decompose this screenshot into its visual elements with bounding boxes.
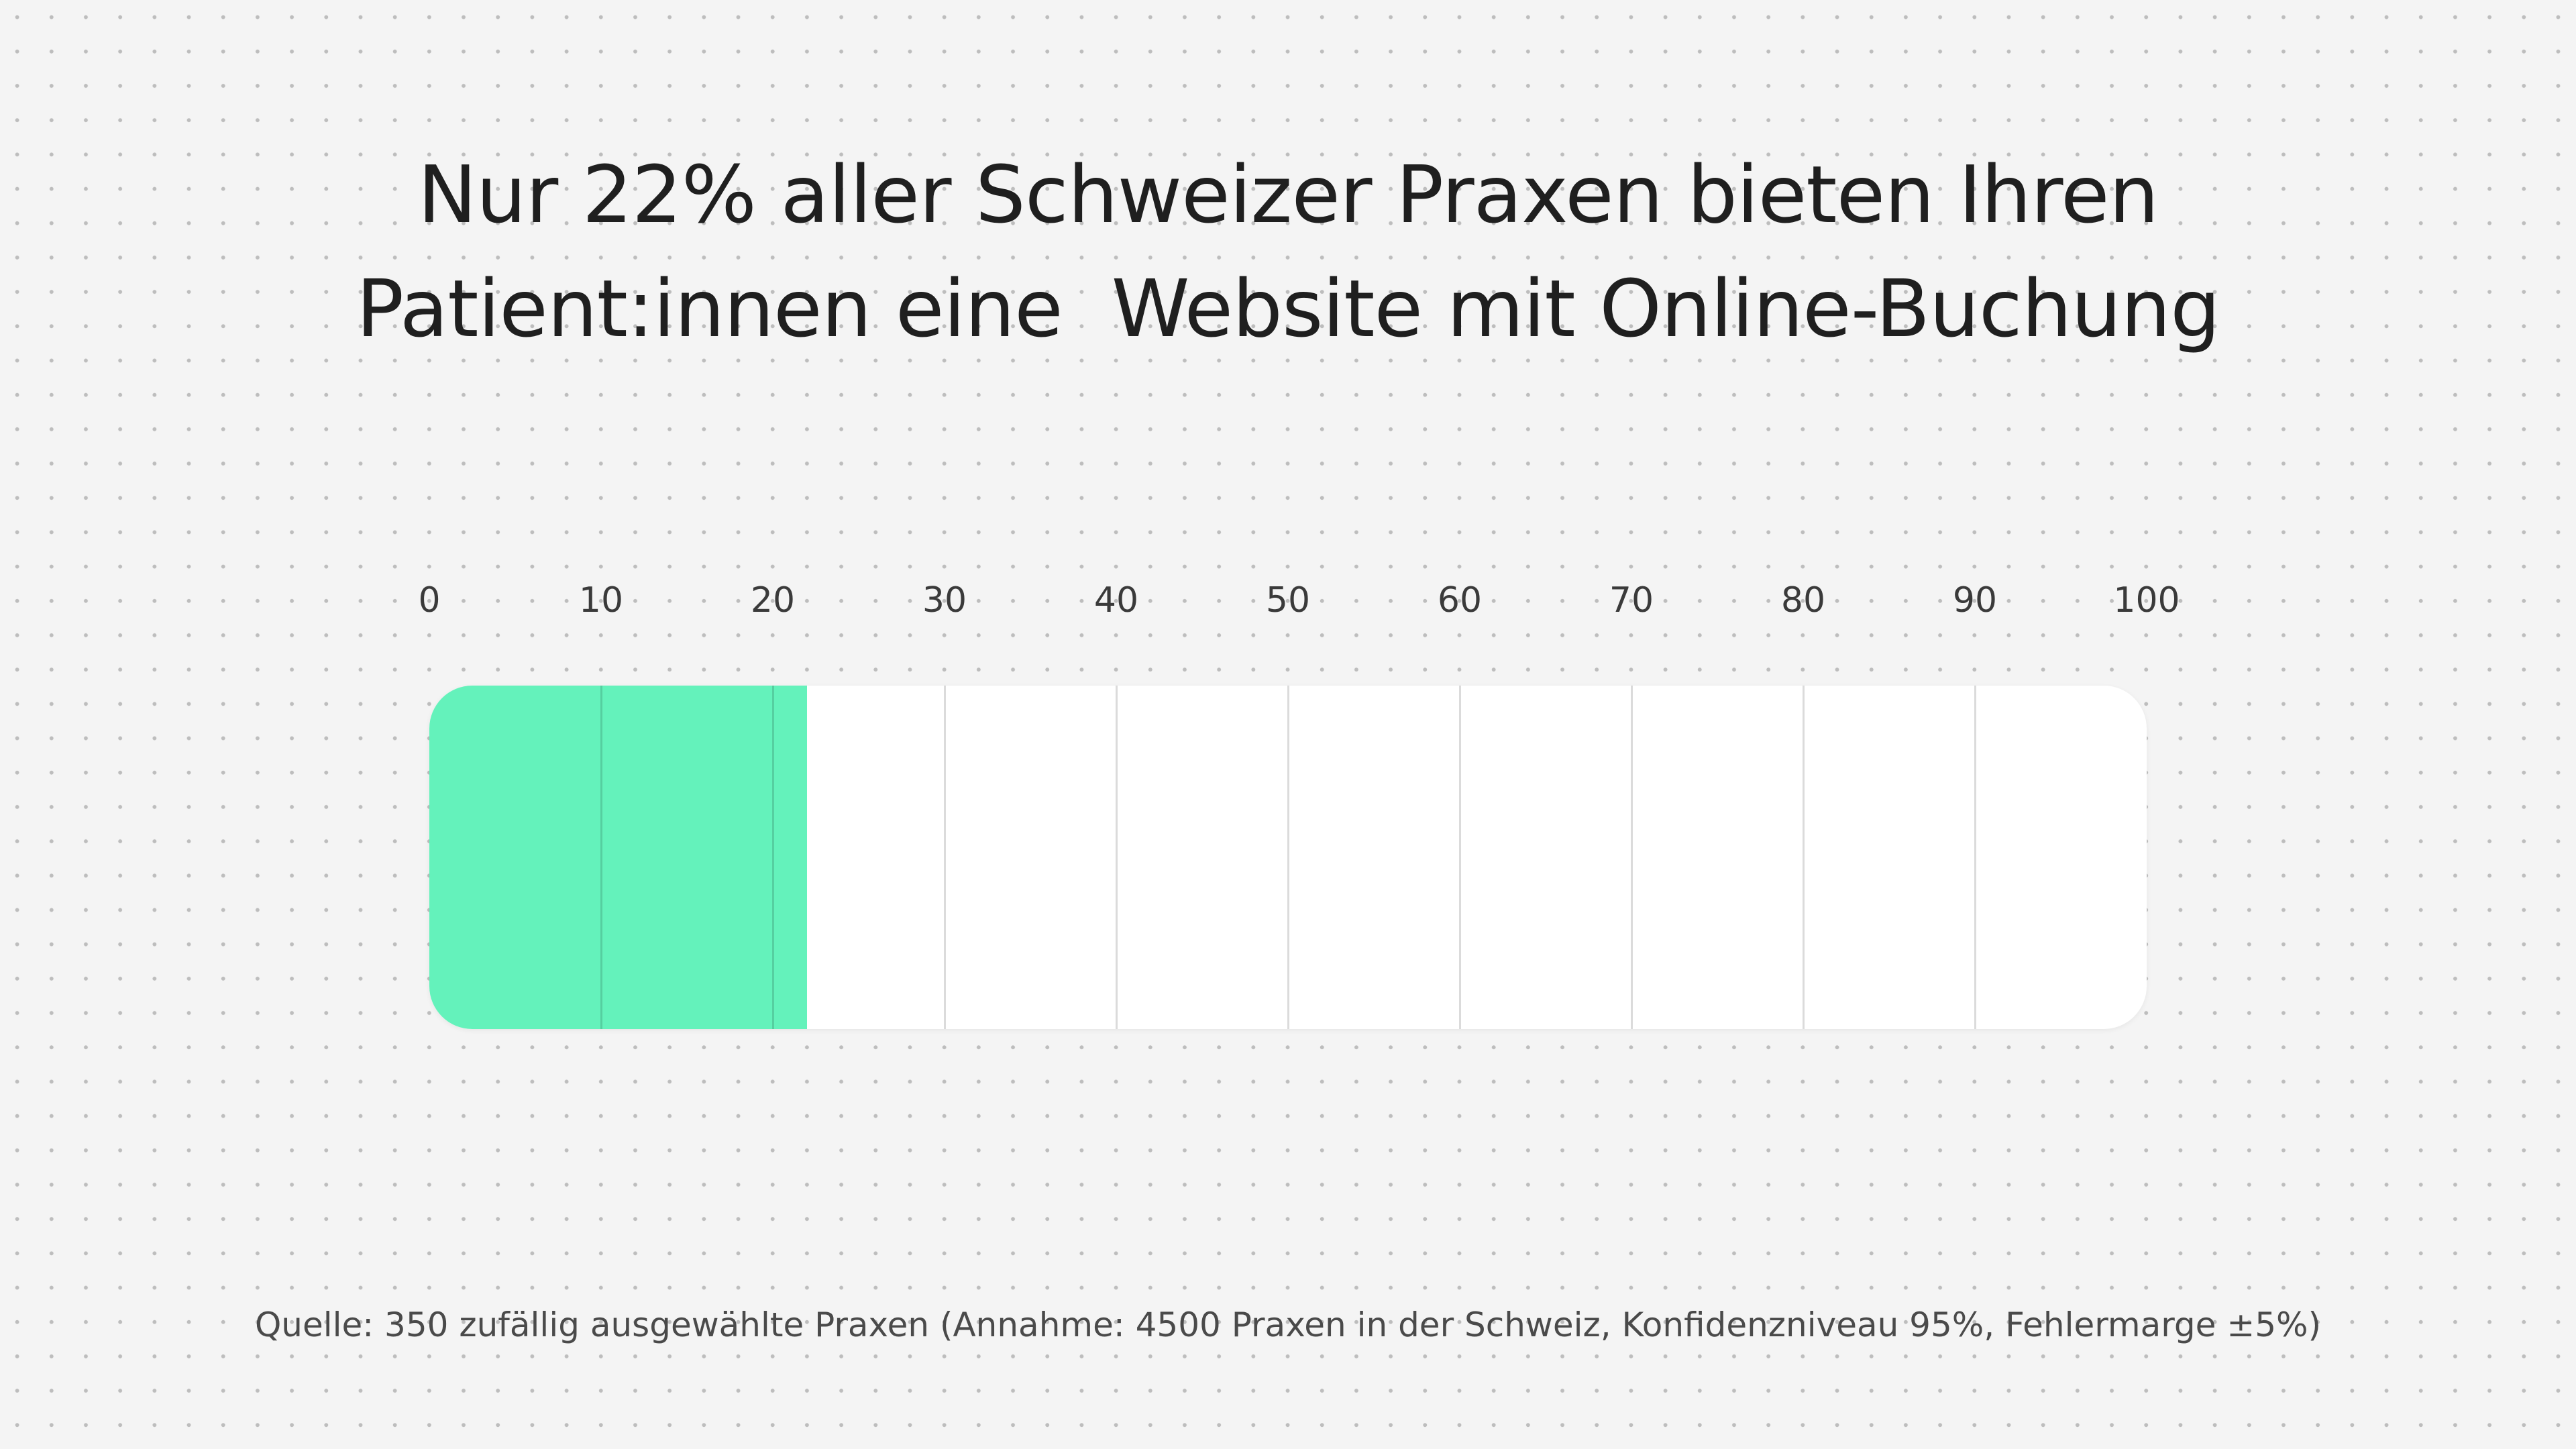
x-tick-label: 70 (1609, 580, 1654, 621)
gridline (1287, 686, 1289, 1029)
gridline (1116, 686, 1118, 1029)
x-tick-label: 60 (1437, 580, 1483, 621)
x-tick-label: 100 (2113, 580, 2180, 621)
x-tick-label: 40 (1093, 580, 1139, 621)
x-tick-label: 50 (1265, 580, 1311, 621)
x-axis-tick-labels: 0 10 20 30 40 50 60 70 80 90 100 (0, 574, 2576, 627)
x-tick-label: 90 (1952, 580, 1998, 621)
chart-title-line-1: Nur 22% aller Schweizer Praxen bieten Ih… (417, 148, 2159, 241)
gridline (1631, 686, 1633, 1029)
gridline (600, 686, 602, 1029)
progress-bar-fill (429, 686, 808, 1029)
x-tick-label: 10 (578, 580, 624, 621)
x-tick-label: 30 (922, 580, 967, 621)
gridline (1803, 686, 1805, 1029)
gridline (1974, 686, 1976, 1029)
chart-title-line-2: Patient:innen eine Website mit Online-Bu… (356, 262, 2220, 355)
gridline (944, 686, 946, 1029)
x-tick-label: 0 (418, 580, 441, 621)
progress-bar-track (429, 686, 2147, 1029)
gridline (1459, 686, 1461, 1029)
x-tick-label: 20 (750, 580, 796, 621)
gridline (772, 686, 774, 1029)
x-tick-label: 80 (1780, 580, 1826, 621)
chart-title: Nur 22% aller Schweizer Praxen bieten Ih… (0, 138, 2576, 366)
source-note: Quelle: 350 zufällig ausgewählte Praxen … (254, 1305, 2322, 1344)
